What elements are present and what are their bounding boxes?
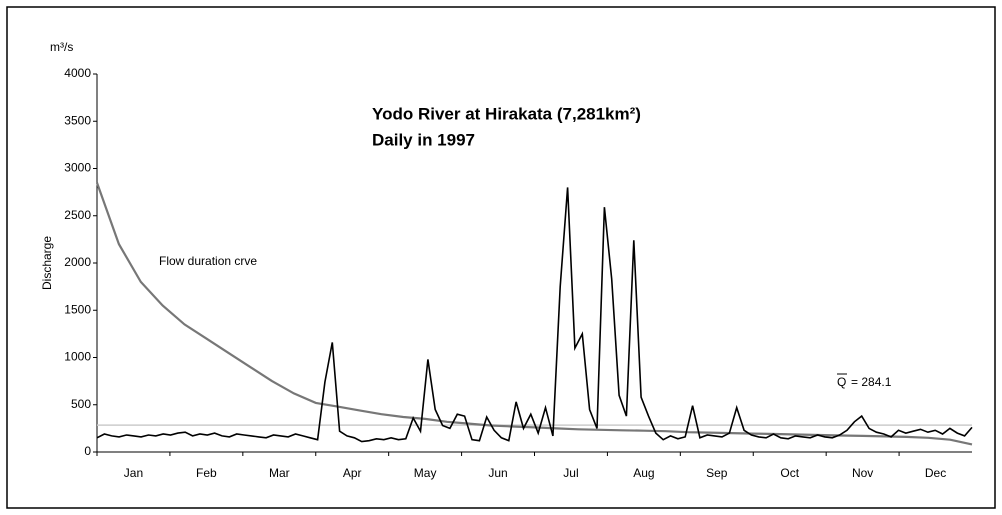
x-tick-label: Jun [488, 466, 507, 480]
chart-title: Yodo River at Hirakata (7,281km²) [372, 104, 641, 123]
series-line [96, 187, 973, 443]
y-axis-label: Discharge [40, 236, 54, 290]
y-tick-label: 3500 [64, 113, 91, 127]
x-tick-label: Jul [563, 466, 578, 480]
annotation: Flow duration crve [159, 254, 257, 268]
x-tick-label: Apr [343, 466, 362, 480]
y-tick-label: 1500 [64, 302, 91, 316]
x-tick-label: Dec [925, 466, 946, 480]
y-tick-label: 2000 [64, 255, 91, 269]
y-tick-label: 0 [84, 444, 91, 458]
y-unit: m³/s [50, 40, 73, 54]
x-tick-label: Mar [269, 466, 290, 480]
y-tick-label: 3000 [64, 161, 91, 175]
mean-text: = 284.1 [851, 375, 892, 389]
x-tick-label: Feb [196, 466, 217, 480]
chart-subtitle: Daily in 1997 [372, 130, 475, 149]
x-tick-label: Sep [706, 466, 728, 480]
x-tick-label: May [414, 466, 437, 480]
x-tick-label: Jan [124, 466, 143, 480]
mean-symbol: Q [837, 375, 846, 389]
y-tick-label: 500 [71, 397, 91, 411]
y-tick-label: 2500 [64, 208, 91, 222]
series-line [95, 182, 973, 446]
x-tick-label: Aug [633, 466, 654, 480]
x-tick-label: Nov [852, 466, 873, 480]
frame [6, 6, 996, 509]
y-tick-label: 4000 [64, 66, 91, 80]
y-tick-label: 1000 [64, 350, 91, 364]
x-tick-label: Oct [780, 466, 799, 480]
